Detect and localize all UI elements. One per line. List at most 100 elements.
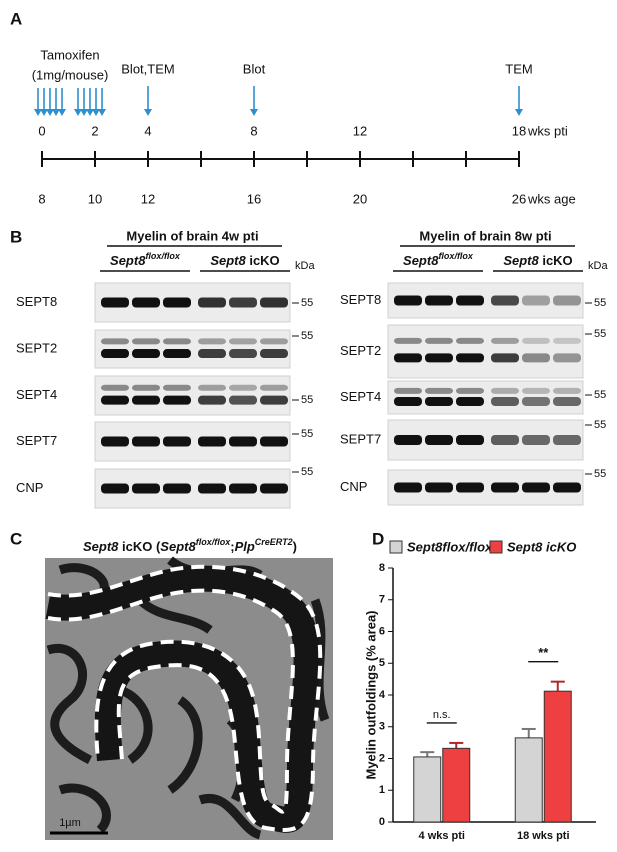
blot-strip [387, 380, 584, 415]
row-label: SEPT2 [340, 343, 381, 358]
label-part: Plp [235, 539, 255, 554]
label-part: flox/flox [196, 537, 231, 547]
y-tick-label: 8 [379, 562, 385, 574]
blot-title: Myelin of brain 8w pti [419, 228, 551, 243]
band [425, 396, 453, 406]
significance-label: n.s. [433, 709, 451, 721]
age-label: 20 [353, 191, 367, 206]
age-label: 10 [88, 191, 102, 206]
band [132, 483, 160, 494]
band [394, 387, 422, 394]
unit-label: wks age [527, 191, 576, 206]
label-part: Sept8 [83, 539, 119, 554]
band [101, 338, 129, 345]
y-tick-label: 5 [379, 657, 385, 669]
em-image [45, 556, 333, 840]
band [394, 337, 422, 344]
band [425, 295, 453, 306]
band [132, 384, 160, 391]
y-tick-label: 3 [379, 721, 385, 733]
marker-label: 55 [301, 466, 313, 478]
band [101, 436, 129, 447]
y-tick-label: 6 [379, 625, 385, 637]
band [260, 297, 288, 308]
label-part: Sept8 [403, 253, 439, 268]
band [101, 483, 129, 494]
band [260, 349, 288, 359]
band [394, 353, 422, 363]
arrow-head [86, 109, 94, 116]
band [198, 384, 226, 391]
band [456, 387, 484, 394]
marker-label: 55 [301, 428, 313, 440]
arrow-head [58, 109, 66, 116]
band [394, 396, 422, 406]
band [198, 395, 226, 405]
pti-label: 8 [250, 123, 257, 138]
arrow-head [34, 109, 42, 116]
legend-label: Sept8 icKO [507, 539, 576, 554]
band [101, 297, 129, 308]
arrow-head [46, 109, 54, 116]
band [260, 395, 288, 405]
formatted-label: Sept8 icKO [210, 253, 279, 268]
band [260, 338, 288, 345]
event-label: Blot [243, 61, 266, 76]
pti-label: 0 [38, 123, 45, 138]
band [260, 384, 288, 391]
band [163, 384, 191, 391]
marker-label: 55 [301, 330, 313, 342]
band [260, 436, 288, 447]
arrow-head [52, 109, 60, 116]
row-label: CNP [340, 479, 367, 494]
row-label: SEPT8 [340, 292, 381, 307]
formatted-label: Sept8 icKO (Sept8flox/flox;PlpCreERT2) [83, 537, 297, 554]
band [101, 395, 129, 405]
label-part: ) [293, 539, 297, 554]
y-axis-label: Myelin outfoldings (% area) [363, 610, 378, 779]
band [229, 395, 257, 405]
y-tick-label: 2 [379, 752, 385, 764]
band [260, 483, 288, 494]
band [198, 297, 226, 308]
band [491, 295, 519, 306]
band [229, 297, 257, 308]
y-tick-label: 1 [379, 784, 385, 796]
label-part: Sept8 [110, 253, 146, 268]
blot-strip [94, 375, 291, 416]
band [101, 349, 129, 359]
band [163, 483, 191, 494]
age-label: 12 [141, 191, 155, 206]
band [553, 353, 581, 363]
label-part: icKO [539, 253, 573, 268]
marker-label: 55 [594, 468, 606, 480]
panel-label: B [10, 227, 22, 246]
band [553, 435, 581, 445]
label-part: icKO ( [118, 539, 161, 554]
blot-strip [387, 324, 584, 379]
band [425, 435, 453, 445]
panel-label: C [10, 529, 22, 548]
band [456, 337, 484, 344]
row-label: SEPT8 [16, 294, 57, 309]
band [229, 338, 257, 345]
arrow-head [40, 109, 48, 116]
arrow-head [74, 109, 82, 116]
band [163, 338, 191, 345]
band [456, 435, 484, 445]
band [522, 435, 550, 445]
age-label: 8 [38, 191, 45, 206]
arrow-head [515, 109, 523, 116]
y-tick-label: 7 [379, 594, 385, 606]
band [522, 337, 550, 344]
row-label: SEPT4 [340, 389, 381, 404]
label-part: CreERT2 [255, 537, 293, 547]
band [491, 337, 519, 344]
band [456, 295, 484, 306]
pti-label: 12 [353, 123, 367, 138]
band [132, 349, 160, 359]
band [491, 353, 519, 363]
formatted-label: Sept8flox/flox [110, 251, 181, 268]
band [425, 482, 453, 493]
